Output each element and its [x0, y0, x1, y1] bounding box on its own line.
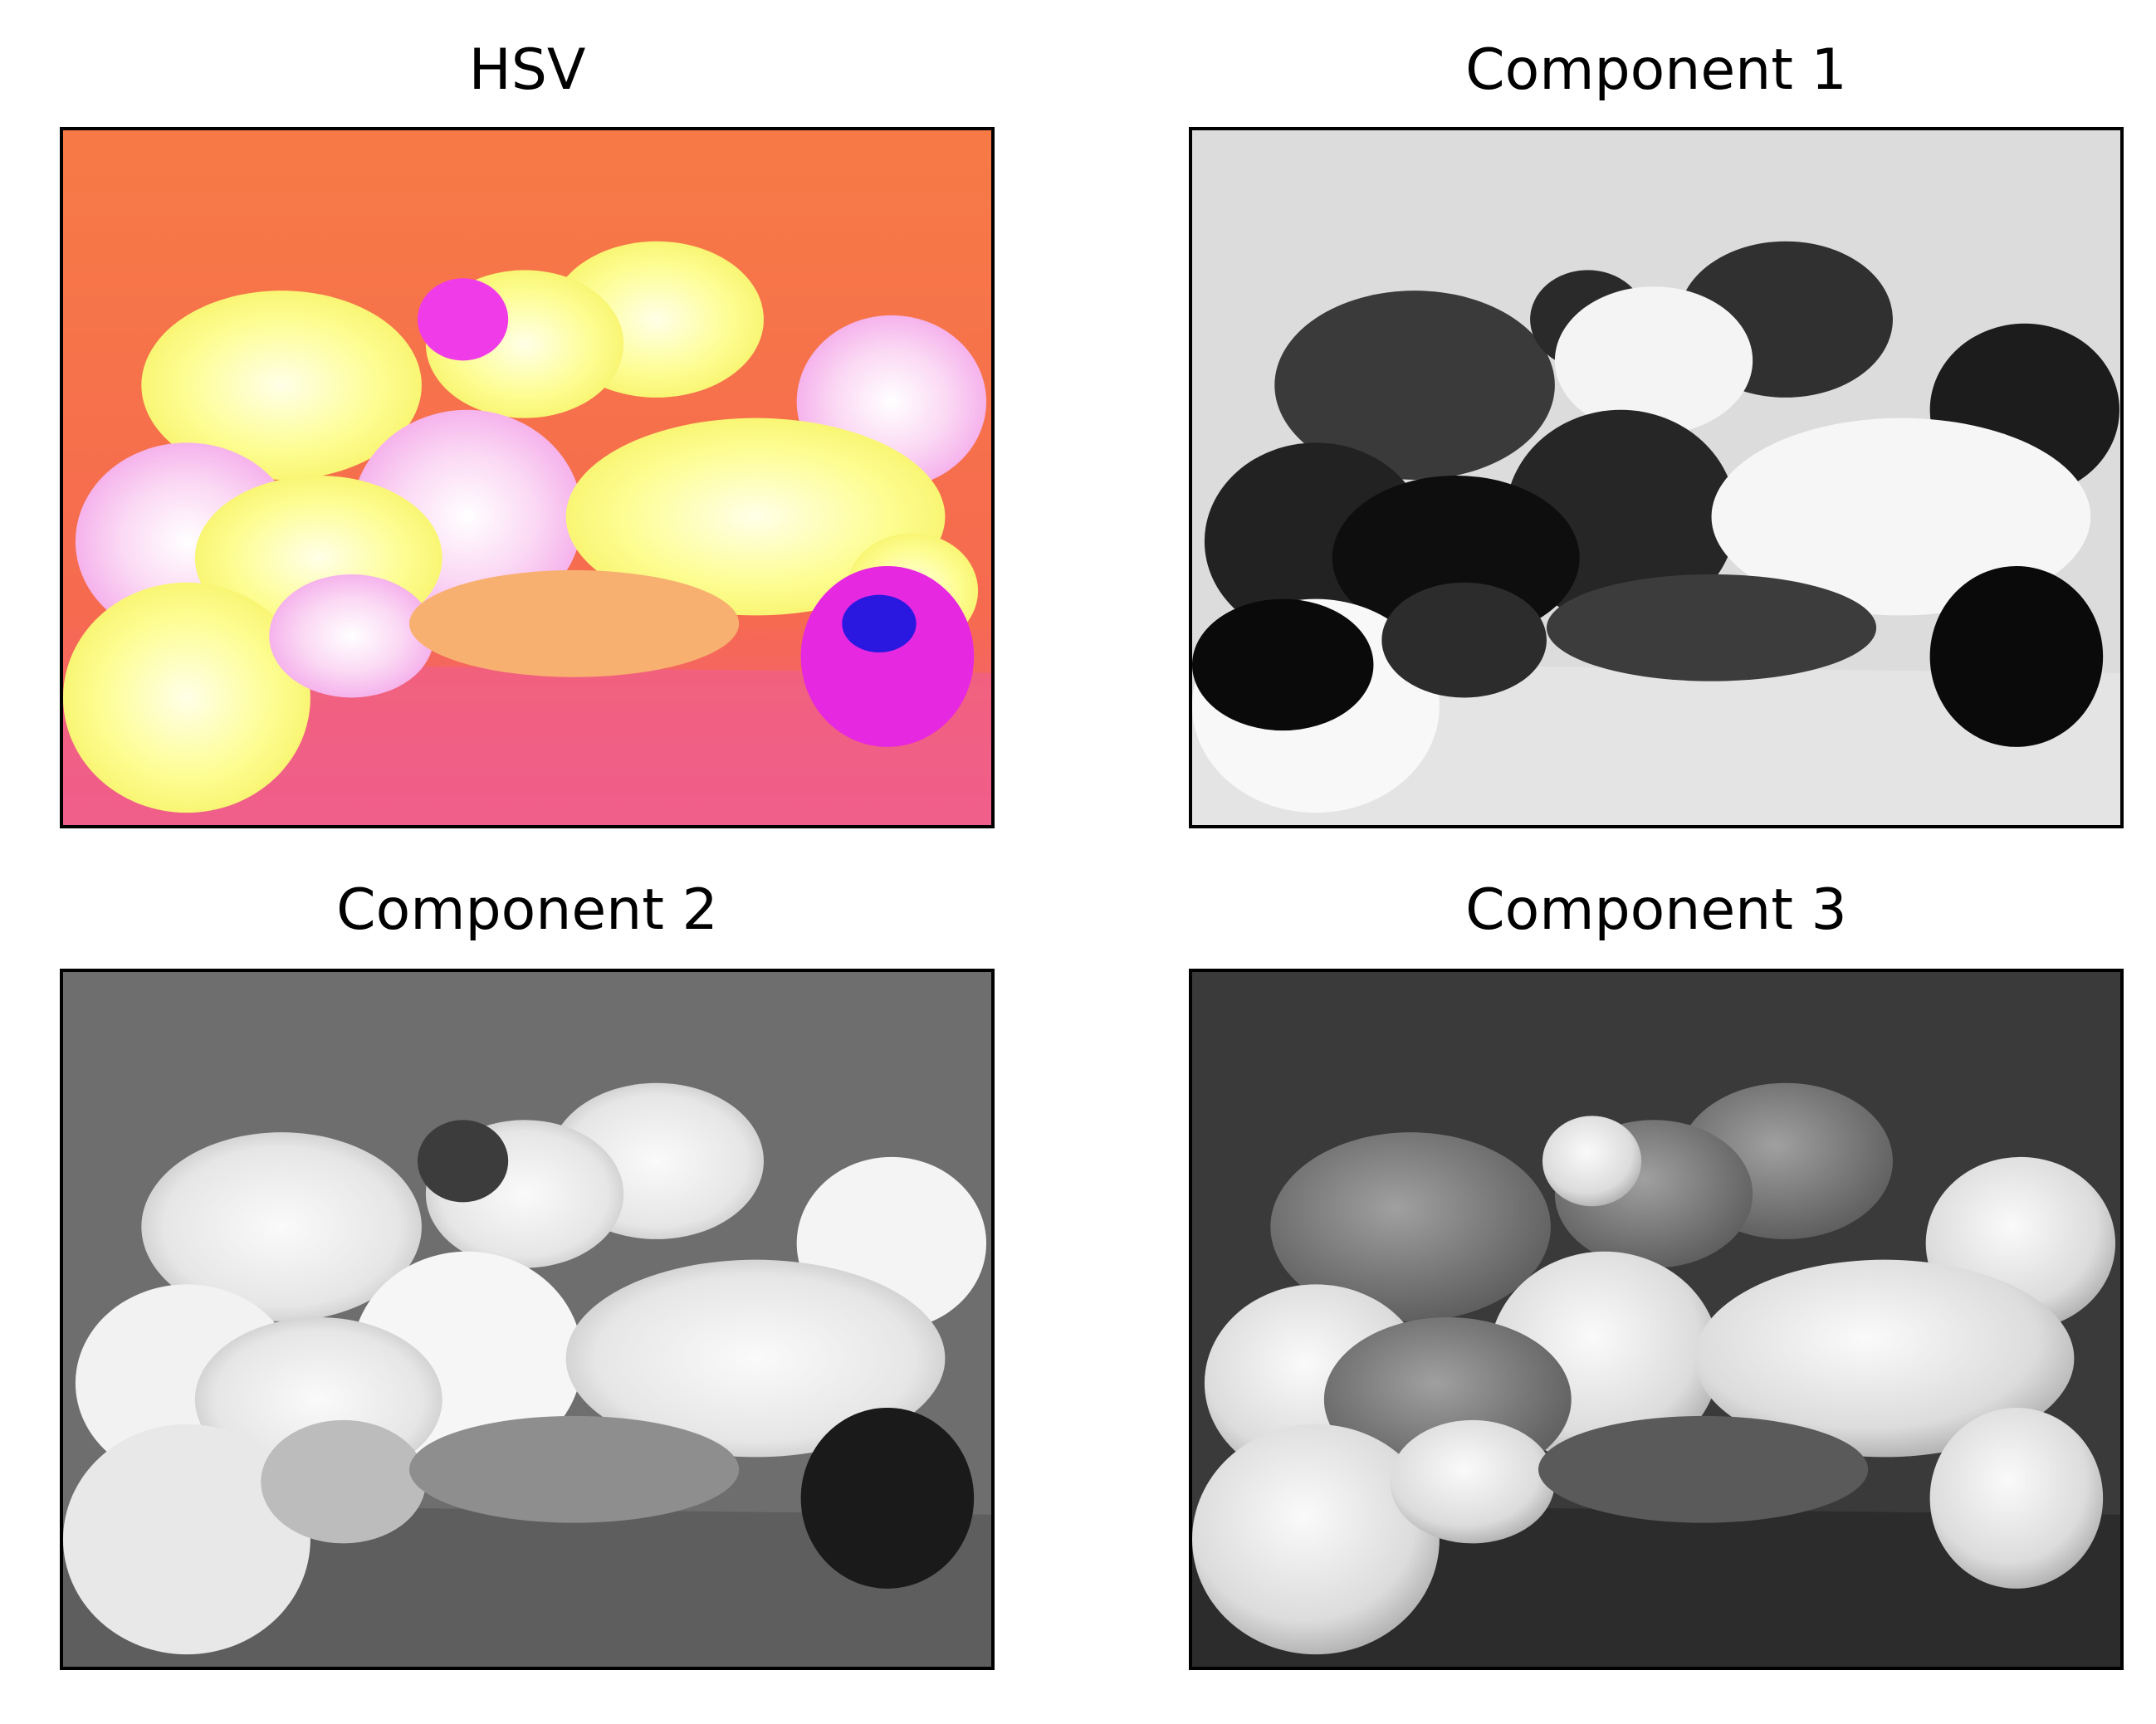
panel-title-component-2: Component 2	[336, 877, 718, 943]
component-1-image-panel	[1189, 127, 2124, 828]
panel-title-component-3: Component 3	[1465, 877, 1847, 943]
component-3-image	[1192, 972, 2120, 1667]
component-2-image	[63, 972, 991, 1667]
component-2-image-panel	[60, 969, 995, 1670]
panel-title-component-1: Component 1	[1465, 37, 1847, 103]
component-3-image-panel	[1189, 969, 2124, 1670]
component-1-image	[1192, 130, 2120, 825]
hsv-image	[63, 130, 991, 825]
panel-title-hsv: HSV	[468, 37, 586, 103]
hsv-image-panel	[60, 127, 995, 828]
